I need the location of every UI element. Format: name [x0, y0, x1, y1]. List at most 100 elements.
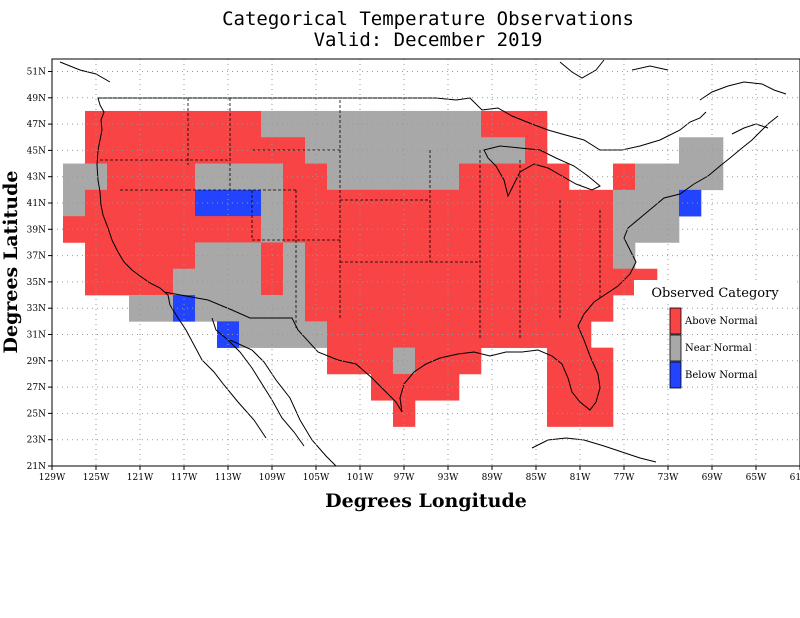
cell-near-normal — [63, 189, 86, 217]
cell-above-normal — [305, 189, 328, 217]
x-tick-label: 85W — [526, 473, 547, 483]
cell-near-normal — [305, 137, 328, 164]
cell-above-normal — [305, 268, 328, 296]
cell-near-normal — [327, 163, 350, 191]
cell-above-normal — [415, 268, 438, 296]
cell-near-normal — [657, 189, 680, 217]
cell-near-normal — [283, 268, 306, 296]
x-tick-label: 101W — [347, 473, 374, 483]
cell-above-normal — [349, 347, 372, 375]
cell-above-normal — [415, 189, 438, 217]
florida-keys-and-cuba — [531, 437, 657, 463]
y-tick-label: 41N — [27, 199, 46, 209]
cell-near-normal — [503, 137, 526, 164]
cell-near-normal — [195, 163, 218, 191]
cell-above-normal — [459, 189, 482, 217]
cell-above-normal — [503, 216, 526, 243]
cell-near-normal — [217, 268, 240, 296]
cell-above-normal — [547, 373, 570, 401]
state-border-lines — [100, 98, 601, 340]
x-tick-label: 81W — [570, 473, 591, 483]
cell-above-normal — [327, 216, 350, 243]
x-tick-label: 73W — [658, 473, 679, 483]
cell-above-normal — [459, 321, 482, 348]
cell-above-normal — [283, 137, 306, 164]
y-tick-label: 23N — [27, 436, 46, 446]
cell-above-normal — [437, 268, 460, 296]
x-tick-label: 65W — [746, 473, 767, 483]
cell-above-normal — [525, 242, 548, 270]
y-tick-label: 45N — [27, 146, 46, 156]
cell-above-normal — [459, 347, 482, 375]
us-west-coast — [96, 97, 171, 306]
x-tick-label: 77W — [614, 473, 635, 483]
cell-above-normal — [129, 242, 152, 270]
cell-above-normal — [195, 110, 218, 138]
y-tick-label: 47N — [27, 120, 46, 130]
x-tick-label: 105W — [303, 473, 330, 483]
cell-near-normal — [239, 295, 262, 322]
cell-above-normal — [349, 295, 372, 322]
cell-above-normal — [393, 373, 416, 401]
cell-near-normal — [393, 137, 416, 164]
cell-near-normal — [217, 242, 240, 270]
cell-above-normal — [459, 295, 482, 322]
cell-near-normal — [635, 216, 658, 243]
cell-above-normal — [195, 137, 218, 164]
cell-above-normal — [547, 268, 570, 296]
x-tick-label: 125W — [83, 473, 110, 483]
cell-near-normal — [239, 242, 262, 270]
cell-above-normal — [547, 295, 570, 322]
legend-swatch — [669, 307, 682, 335]
cell-above-normal — [283, 216, 306, 243]
legend-swatch — [669, 361, 682, 389]
y-axis-label: Degrees Latitude — [0, 171, 22, 354]
cell-above-normal — [503, 242, 526, 270]
cell-above-normal — [547, 189, 570, 217]
us-mexico-border — [163, 291, 403, 413]
cell-above-normal — [503, 163, 526, 191]
legend-label: Near Normal — [685, 343, 752, 354]
cell-above-normal — [525, 137, 548, 164]
cell-below-normal — [173, 295, 196, 322]
cell-above-normal — [107, 110, 130, 138]
cell-above-normal — [503, 189, 526, 217]
y-tick-label: 35N — [27, 278, 46, 288]
cell-above-normal — [525, 189, 548, 217]
cell-near-normal — [217, 163, 240, 191]
cell-above-normal — [283, 189, 306, 217]
x-tick-label: 69W — [702, 473, 723, 483]
x-tick-label: 129W — [39, 473, 66, 483]
cell-above-normal — [459, 163, 482, 191]
cell-near-normal — [239, 268, 262, 296]
baja-coast — [169, 304, 267, 439]
cell-above-normal — [525, 268, 548, 296]
cell-above-normal — [107, 189, 130, 217]
y-tick-label: 43N — [27, 173, 46, 183]
cell-above-normal — [569, 347, 592, 375]
cell-above-normal — [107, 268, 130, 296]
cell-above-normal — [459, 268, 482, 296]
cell-near-normal — [327, 137, 350, 164]
cell-above-normal — [85, 189, 108, 217]
x-tick-label: 113W — [215, 473, 242, 483]
cell-near-normal — [415, 163, 438, 191]
cell-above-normal — [393, 268, 416, 296]
cell-above-normal — [305, 163, 328, 191]
x-tick-label: 93W — [438, 473, 459, 483]
cell-above-normal — [173, 189, 196, 217]
cell-near-normal — [63, 163, 86, 191]
cell-above-normal — [415, 216, 438, 243]
cell-near-normal — [635, 163, 658, 191]
cell-near-normal — [283, 242, 306, 270]
cell-near-normal — [327, 110, 350, 138]
y-tick-label: 27N — [27, 383, 46, 393]
cell-near-normal — [349, 163, 372, 191]
cell-above-normal — [393, 295, 416, 322]
cell-above-normal — [437, 373, 460, 401]
gulf-coast — [399, 115, 779, 413]
x-axis-label: Degrees Longitude — [325, 490, 527, 512]
cell-near-normal — [283, 295, 306, 322]
cell-near-normal — [415, 110, 438, 138]
